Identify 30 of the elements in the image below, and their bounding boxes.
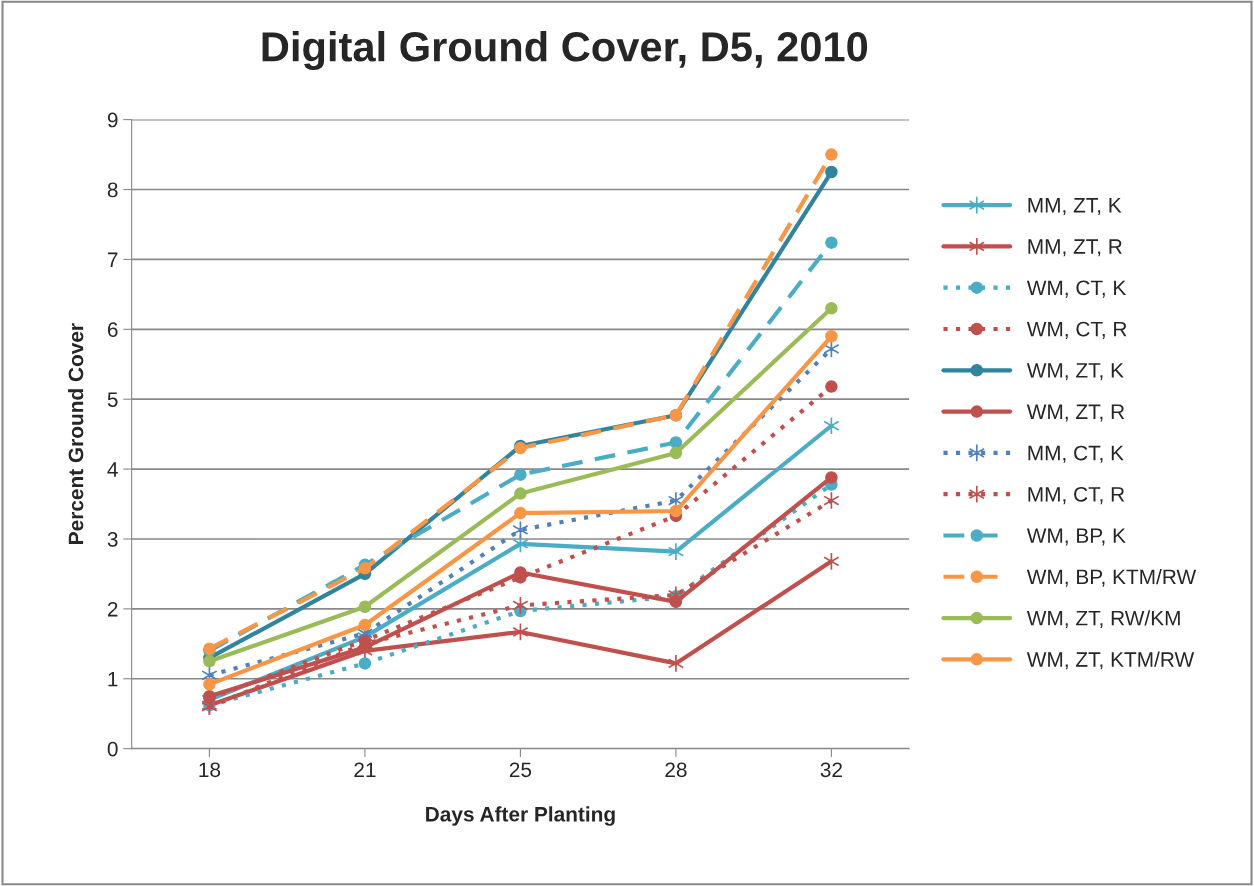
y-tick-label: 6	[107, 322, 118, 338]
y-axis-title: Percent Ground Cover	[68, 323, 84, 544]
legend-label: MM, CT, R	[1028, 486, 1125, 505]
x-axis-title: Days After Planting	[426, 806, 615, 826]
legend-label: WM, ZT, R	[1026, 404, 1125, 422]
x-tick-label: 18	[199, 762, 221, 778]
y-tick-label: 7	[107, 252, 118, 267]
chart-title: Digital Ground Cover, D5, 2010	[262, 31, 868, 71]
legend-label: WM, ZT, RW/KM	[1026, 610, 1180, 629]
legend-label: WM, ZT, K	[1026, 363, 1124, 381]
y-tick-label: 9	[107, 112, 118, 128]
x-tick-label: 25	[509, 762, 532, 778]
legend-label: WM, BP, K	[1026, 528, 1126, 546]
legend-label: WM, CT, R	[1026, 321, 1127, 339]
x-tick-label: 28	[665, 762, 687, 778]
y-tick-label: 8	[107, 182, 118, 198]
legend-label: MM, CT, K	[1028, 445, 1124, 463]
y-tick-label: 4	[107, 462, 118, 477]
y-tick-label: 3	[107, 531, 118, 547]
y-tick-label: 0	[107, 741, 118, 757]
x-tick-label: 32	[820, 762, 842, 778]
legend-label: MM, ZT, R	[1028, 239, 1122, 257]
legend-label: WM, BP, KTM/RW	[1026, 568, 1197, 587]
legend-label: WM, CT, K	[1026, 280, 1127, 298]
y-tick-label: 2	[107, 601, 118, 617]
legend-label: WM, ZT, KTM/RW	[1026, 651, 1195, 670]
y-tick-label: 1	[108, 671, 118, 687]
legend-label: MM, ZT, K	[1028, 198, 1122, 216]
x-tick-label: 21	[354, 762, 376, 777]
y-tick-label: 5	[107, 392, 118, 407]
